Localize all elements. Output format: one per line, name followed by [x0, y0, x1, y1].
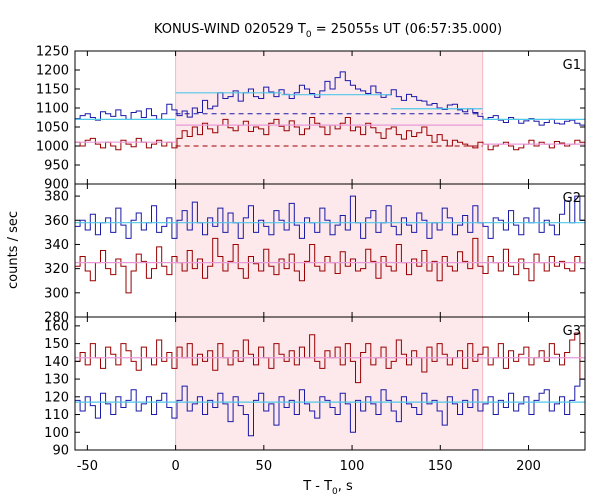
y-tick-label: 380: [44, 190, 69, 205]
y-tick-label: 1250: [36, 45, 69, 60]
highlight-interval: [175, 317, 483, 450]
y-tick-label: 130: [44, 373, 69, 388]
highlight-interval: [175, 51, 483, 184]
y-tick-label: 1200: [36, 64, 69, 79]
red-series-line: [75, 237, 585, 294]
panel-label: G1: [563, 58, 581, 73]
plot-area: [75, 71, 585, 151]
y-tick-label: 160: [44, 319, 69, 334]
x-tick-label: 150: [428, 459, 453, 474]
panel-g2: 280 300 320 340 360 380 G2: [44, 183, 586, 326]
y-tick-label: 1150: [36, 83, 69, 98]
y-tick-label: 110: [44, 408, 69, 423]
panel-label: G2: [563, 191, 581, 206]
x-tick-label: 200: [516, 459, 541, 474]
chart-title: KONUS-WIND 020529 T0 = 25055s UT (06:57:…: [154, 22, 502, 40]
plot-area: [75, 195, 585, 294]
x-tick-label: -50: [77, 459, 98, 474]
y-tick-label: 140: [44, 355, 69, 370]
y-tick-label: 360: [44, 214, 69, 229]
y-tick-label: 90: [52, 444, 69, 459]
y-tick-label: 340: [44, 238, 69, 253]
blue-series-line: [75, 195, 585, 239]
highlight-interval: [175, 184, 483, 317]
red-series-line: [75, 332, 585, 384]
x-tick-label: 0: [171, 459, 179, 474]
x-tick-labels: -50 0 50 100 150 200: [77, 459, 541, 474]
y-tick-label: 100: [44, 426, 69, 441]
y-tick-label: 950: [44, 159, 69, 174]
panel-g1: 900 950 1000 1050 1100 1150 1200 1250 G1: [36, 45, 586, 193]
chart-panels: 900950100010501100115012001250G128030032…: [36, 45, 586, 474]
plot-area: [75, 332, 585, 437]
y-tick-label: 900: [44, 178, 69, 193]
y-tick-label: 1050: [36, 121, 69, 136]
panel-label: G3: [563, 324, 581, 339]
y-tick-label: 120: [44, 390, 69, 405]
panel-frame: [74, 316, 586, 451]
y-tick-label: 300: [44, 286, 69, 301]
y-tick-label: 320: [44, 262, 69, 277]
y-tick-label: 1100: [36, 102, 69, 117]
y-axis-label: counts / sec: [6, 211, 21, 289]
y-tick-label: 280: [44, 311, 69, 326]
y-tick-label: 150: [44, 337, 69, 352]
x-axis-label: T - T0, s: [302, 479, 353, 497]
panel-g3: 90 100 110 120 130 140 150 160 G3: [44, 316, 586, 459]
x-tick-label: 50: [256, 459, 273, 474]
y-tick-label: 1000: [36, 140, 69, 155]
x-tick-label: 100: [340, 459, 365, 474]
